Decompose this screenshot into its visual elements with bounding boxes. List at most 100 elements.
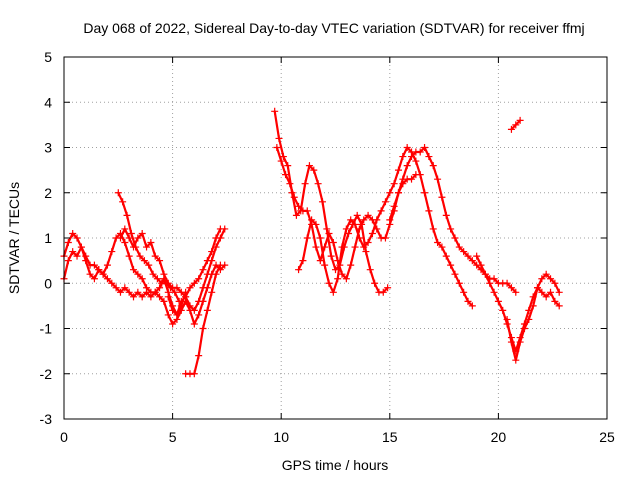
data-point-marker <box>171 288 179 296</box>
data-point-marker <box>160 297 168 305</box>
data-point-marker <box>149 270 157 278</box>
data-point-marker <box>529 302 537 310</box>
data-point-marker <box>353 211 361 219</box>
data-point-marker <box>362 248 370 256</box>
data-point-marker <box>116 288 124 296</box>
series-trace <box>297 146 474 307</box>
data-point-marker <box>164 293 172 301</box>
data-point-marker <box>451 270 459 278</box>
data-point-marker <box>447 261 455 269</box>
data-point-marker <box>277 157 285 165</box>
data-point-marker <box>208 288 216 296</box>
plot-frame <box>63 56 608 420</box>
data-point-marker <box>384 284 392 292</box>
data-point-marker <box>190 320 198 328</box>
data-point-marker <box>164 311 172 319</box>
data-point-marker <box>295 266 303 274</box>
data-point-marker <box>366 266 374 274</box>
series-arc-9 <box>295 144 476 310</box>
data-point-marker <box>408 175 416 183</box>
data-point-marker <box>338 270 346 278</box>
series-arc-5 <box>164 225 229 319</box>
data-point-marker <box>381 234 389 242</box>
data-point-marker <box>460 288 468 296</box>
data-point-marker <box>364 211 372 219</box>
series-arc-4 <box>116 225 224 301</box>
data-point-marker <box>316 257 324 265</box>
data-point-marker <box>156 257 164 265</box>
y-tick-label: 2 <box>44 185 52 201</box>
data-point-marker <box>169 306 177 314</box>
data-point-marker <box>460 248 468 256</box>
series-arc-1 <box>60 229 229 328</box>
data-point-marker <box>127 229 135 237</box>
data-point-marker <box>360 243 368 251</box>
data-point-marker <box>295 202 303 210</box>
data-point-marker <box>212 243 220 251</box>
data-point-marker <box>169 320 177 328</box>
data-point-marker <box>486 279 494 287</box>
data-point-marker <box>386 216 394 224</box>
series-trace <box>273 110 389 294</box>
series-trace <box>119 227 222 298</box>
data-point-marker <box>538 275 546 283</box>
data-point-marker <box>468 257 476 265</box>
data-point-marker <box>203 306 211 314</box>
series-arc-10 <box>386 144 520 296</box>
data-point-marker <box>130 293 138 301</box>
data-point-marker <box>143 288 151 296</box>
data-point-marker <box>386 189 394 197</box>
data-point-marker <box>516 116 524 124</box>
y-tick-label: 4 <box>44 94 52 110</box>
data-point-marker <box>305 162 313 170</box>
data-point-marker <box>455 279 463 287</box>
data-point-marker <box>316 234 324 242</box>
data-point-marker <box>156 293 164 301</box>
data-point-marker <box>429 162 437 170</box>
data-point-marker <box>525 315 533 323</box>
data-point-marker <box>125 252 133 260</box>
data-point-marker <box>195 297 203 305</box>
data-point-marker <box>114 189 122 197</box>
data-point-marker <box>147 293 155 301</box>
data-point-marker <box>547 275 555 283</box>
data-point-marker <box>73 234 81 242</box>
data-point-marker <box>342 225 350 233</box>
data-point-marker <box>538 288 546 296</box>
series-arc-13 <box>507 116 524 133</box>
data-point-marker <box>103 261 111 269</box>
data-point-marker <box>134 234 142 242</box>
tick-layer: 0 5 10 15 20 25 -3 -2 -1 0 1 2 3 4 5 <box>40 49 615 445</box>
data-point-marker <box>310 166 318 174</box>
data-point-marker <box>108 248 116 256</box>
data-point-marker <box>499 306 507 314</box>
data-point-marker <box>425 153 433 161</box>
data-point-marker <box>151 252 159 260</box>
data-point-marker <box>177 297 185 305</box>
data-point-marker <box>442 252 450 260</box>
data-point-marker <box>156 284 164 292</box>
data-point-marker <box>116 234 124 242</box>
data-point-marker <box>140 257 148 265</box>
data-point-marker <box>216 261 224 269</box>
data-point-marker <box>301 180 309 188</box>
data-point-marker <box>86 270 94 278</box>
data-point-marker <box>123 211 131 219</box>
data-point-marker <box>412 157 420 165</box>
data-point-marker <box>468 302 476 310</box>
data-point-marker <box>394 189 402 197</box>
data-point-marker <box>303 234 311 242</box>
data-point-marker <box>195 275 203 283</box>
data-point-marker <box>190 306 198 314</box>
data-point-marker <box>390 202 398 210</box>
data-point-marker <box>542 270 550 278</box>
data-point-marker <box>284 162 292 170</box>
data-point-marker <box>190 279 198 287</box>
data-point-marker <box>455 243 463 251</box>
data-point-marker <box>147 239 155 247</box>
data-point-marker <box>273 144 281 151</box>
data-point-marker <box>186 284 194 292</box>
data-point-marker <box>138 293 146 301</box>
data-point-marker <box>507 338 515 346</box>
